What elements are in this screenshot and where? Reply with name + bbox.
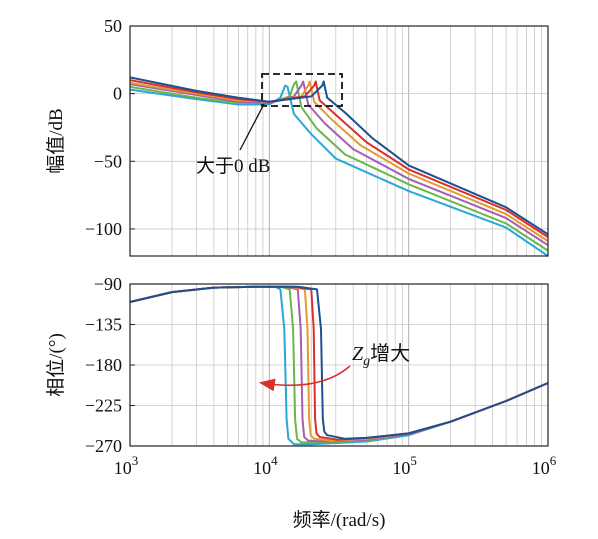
phase-series-line-3 — [129, 285, 549, 443]
phase-ylabel: 相位/(°) — [45, 333, 67, 397]
magnitude-plot-frame — [129, 25, 549, 257]
x-tick-base: 10 — [532, 458, 550, 478]
x-tick-exponent: 5 — [410, 453, 417, 468]
magnitude-ytick-label: 0 — [113, 84, 122, 104]
phase-series-line-6 — [129, 285, 549, 440]
x-tick-exponent: 4 — [271, 453, 278, 468]
x-tick-label: 103 — [114, 453, 139, 478]
phase-x-ticks: 103 104 105 106 — [114, 453, 557, 478]
phase-ytick-label: −135 — [85, 315, 122, 335]
phase-series-line-5 — [129, 285, 549, 441]
zg-annotation-main: Z — [352, 343, 364, 365]
zg-annotation-suffix: 增大 — [370, 342, 410, 365]
phase-ytick-label: −270 — [85, 436, 122, 456]
x-tick-label: 104 — [253, 453, 278, 478]
x-tick-base: 10 — [114, 458, 132, 478]
x-tick-exponent: 3 — [132, 453, 139, 468]
x-tick-exponent: 6 — [550, 453, 557, 468]
magnitude-y-ticks: 50 0 −50 −100 — [85, 16, 135, 239]
zg-annotation-sub: g — [363, 354, 370, 369]
magnitude-series-lines — [129, 76, 549, 257]
phase-y-ticks: −90 −135 −180 −225 −270 — [85, 274, 135, 456]
magnitude-series-line-5 — [129, 79, 549, 238]
magnitude-ylabel: 幅值/dB — [45, 108, 67, 173]
zg-increase-arrow — [258, 365, 351, 392]
phase-series-lines — [129, 285, 549, 446]
magnitude-series-line-2 — [129, 80, 549, 252]
peak-highlight-box — [261, 73, 343, 107]
zg-annotation: Zg增大 — [352, 342, 410, 369]
x-tick-label: 106 — [532, 453, 557, 478]
magnitude-series-line-3 — [129, 80, 549, 247]
x-tick-label: 105 — [392, 453, 417, 478]
magnitude-annotation: 大于0 dB — [196, 155, 270, 177]
x-tick-base: 10 — [392, 458, 410, 478]
magnitude-panel: 50 0 −50 −100 幅值/dB 大于0 dB — [45, 16, 549, 257]
phase-ytick-label: −225 — [85, 396, 122, 416]
magnitude-grid — [130, 25, 548, 256]
magnitude-ytick-label: −100 — [85, 219, 122, 239]
phase-ytick-label: −180 — [85, 355, 122, 375]
phase-panel: −90−135−180−225−270 103 104 105 106 相位/(°) … — [45, 274, 557, 531]
annotation-leader-line — [239, 103, 265, 151]
phase-series-line-2 — [129, 285, 549, 444]
phase-series-line-4 — [129, 285, 549, 442]
magnitude-ytick-label: −50 — [94, 151, 122, 171]
magnitude-series-line-6 — [129, 76, 549, 236]
magnitude-series-line-1 — [129, 84, 549, 257]
phase-series-line-1 — [129, 285, 549, 446]
phase-xlabel: 频率/(rad/s) — [293, 509, 386, 531]
phase-ytick-label: −90 — [94, 274, 122, 294]
magnitude-ytick-label: 50 — [104, 16, 122, 36]
x-tick-base: 10 — [253, 458, 271, 478]
magnitude-series-line-4 — [129, 80, 549, 242]
phase-grid — [130, 283, 548, 447]
